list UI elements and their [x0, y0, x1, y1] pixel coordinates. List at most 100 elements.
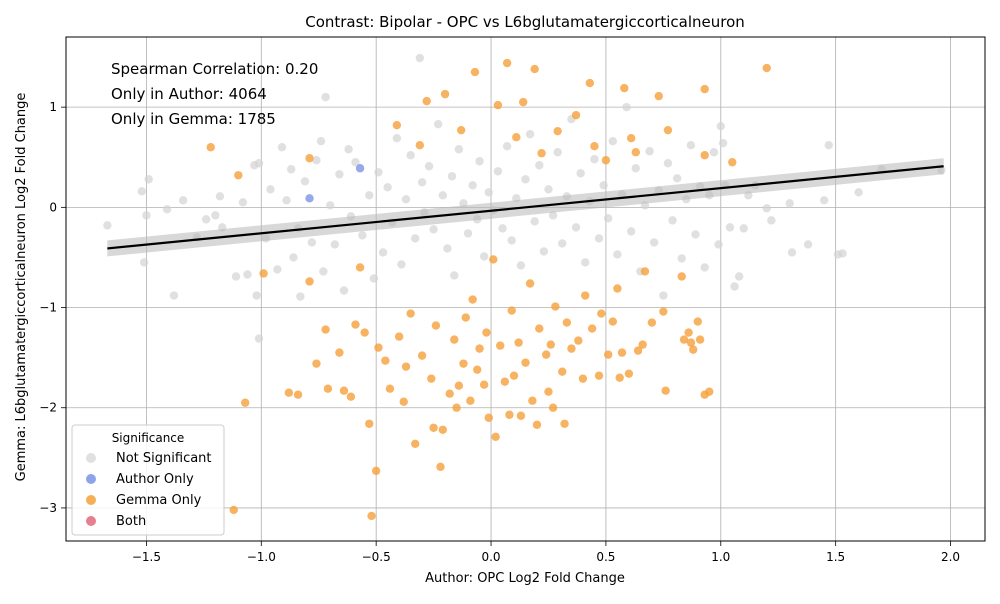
data-point-not-significant — [447, 172, 457, 181]
data-point-not-significant — [479, 252, 489, 261]
data-point-gemma-only — [551, 302, 560, 311]
data-point-gemma-only — [661, 386, 670, 395]
data-point-not-significant — [631, 164, 640, 173]
data-point-not-significant — [838, 249, 847, 258]
data-point-gemma-only — [519, 97, 528, 107]
data-point-gemma-only — [411, 439, 420, 449]
data-point-gemma-only — [537, 149, 546, 158]
data-point-gemma-only — [532, 420, 542, 429]
data-point-not-significant — [649, 238, 659, 247]
data-point-not-significant — [443, 244, 452, 253]
data-point-gemma-only — [546, 340, 555, 349]
data-point-gemma-only — [305, 277, 314, 286]
x-tick-label: −0.5 — [362, 550, 391, 564]
data-point-not-significant — [454, 145, 464, 154]
data-point-gemma-only — [440, 89, 450, 99]
data-point-gemma-only — [484, 413, 493, 422]
data-point-gemma-only — [590, 142, 599, 151]
data-point-not-significant — [178, 196, 188, 205]
data-point-gemma-only — [422, 96, 431, 106]
data-point-gemma-only — [548, 403, 558, 412]
legend-marker-gemma-only — [86, 495, 96, 505]
data-point-gemma-only — [473, 365, 482, 374]
data-point-not-significant — [211, 211, 220, 220]
data-point-not-significant — [374, 168, 383, 177]
data-point-gemma-only — [677, 272, 686, 281]
data-point-gemma-only — [392, 120, 402, 130]
data-point-not-significant — [383, 183, 392, 192]
data-point-not-significant — [424, 162, 434, 171]
data-point-gemma-only — [493, 100, 503, 110]
axes: −1.5 −1.0 −0.5 0.0 0.5 1.0 1.5 2.0 −3 −2 −1 0 1 — [39, 36, 986, 564]
data-point-gemma-only — [450, 335, 459, 344]
data-point-gemma-only — [381, 356, 390, 365]
data-point-gemma-only — [700, 84, 709, 94]
data-point-gemma-only — [525, 279, 535, 288]
data-point-gemma-only — [633, 346, 643, 355]
data-point-not-significant — [608, 137, 618, 146]
data-point-not-significant — [273, 265, 282, 274]
data-point-not-significant — [358, 231, 367, 240]
data-point-gemma-only — [351, 320, 360, 329]
y-tick-label: −1 — [39, 301, 57, 315]
data-point-not-significant — [525, 129, 535, 139]
data-point-gemma-only — [631, 148, 640, 157]
data-point-not-significant — [604, 214, 613, 223]
data-point-gemma-only — [438, 425, 447, 434]
data-point-not-significant — [824, 141, 833, 150]
data-point-gemma-only — [528, 396, 537, 405]
data-point-not-significant — [599, 181, 608, 190]
data-point-not-significant — [282, 196, 291, 205]
data-point-not-significant — [411, 234, 420, 243]
data-point-gemma-only — [684, 328, 693, 337]
data-point-gemma-only — [689, 345, 698, 354]
data-point-not-significant — [450, 271, 459, 280]
data-point-gemma-only — [234, 171, 243, 180]
data-point-gemma-only — [496, 341, 505, 350]
data-point-not-significant — [594, 234, 604, 243]
data-point-not-significant — [429, 225, 438, 234]
data-point-gemma-only — [229, 505, 238, 515]
legend-marker-not-significant — [86, 453, 96, 463]
data-point-not-significant — [709, 148, 719, 157]
data-point-not-significant — [785, 199, 794, 208]
data-point-gemma-only — [581, 291, 590, 300]
data-point-not-significant — [571, 223, 581, 232]
data-point-gemma-only — [500, 377, 510, 386]
data-point-not-significant — [739, 224, 748, 233]
data-point-not-significant — [691, 230, 700, 239]
data-point-not-significant — [803, 240, 813, 249]
data-point-not-significant — [854, 188, 863, 197]
data-point-gemma-only — [514, 338, 523, 347]
data-point-not-significant — [365, 191, 374, 200]
data-point-gemma-only — [553, 126, 562, 136]
data-point-not-significant — [369, 274, 379, 283]
data-point-not-significant — [252, 291, 261, 300]
data-point-not-significant — [339, 286, 349, 295]
data-point-not-significant — [468, 181, 477, 190]
data-point-not-significant — [659, 291, 668, 300]
data-point-gemma-only — [406, 309, 415, 318]
data-point-not-significant — [351, 158, 360, 167]
data-point-gemma-only — [491, 432, 500, 441]
y-axis-label: Gemma: L6bglutamatergiccorticalneuron Lo… — [14, 93, 29, 482]
data-point-author-only — [305, 194, 314, 203]
data-point-gemma-only — [571, 110, 581, 120]
data-point-gemma-only — [259, 269, 268, 278]
data-point-gemma-only — [659, 307, 668, 316]
data-point-not-significant — [144, 175, 153, 184]
data-point-gemma-only — [293, 390, 303, 399]
data-point-not-significant — [286, 165, 296, 174]
data-point-gemma-only — [468, 295, 477, 304]
data-point-gemma-only — [374, 343, 383, 352]
data-point-not-significant — [718, 139, 728, 148]
legend: Significance Not Significant Author Only… — [71, 424, 225, 536]
legend-label-not-significant: Not Significant — [116, 451, 212, 466]
data-point-gemma-only — [502, 58, 512, 68]
data-point-not-significant — [335, 170, 344, 179]
data-point-not-significant — [716, 121, 725, 131]
data-point-not-significant — [139, 258, 149, 267]
data-point-gemma-only — [355, 263, 365, 272]
